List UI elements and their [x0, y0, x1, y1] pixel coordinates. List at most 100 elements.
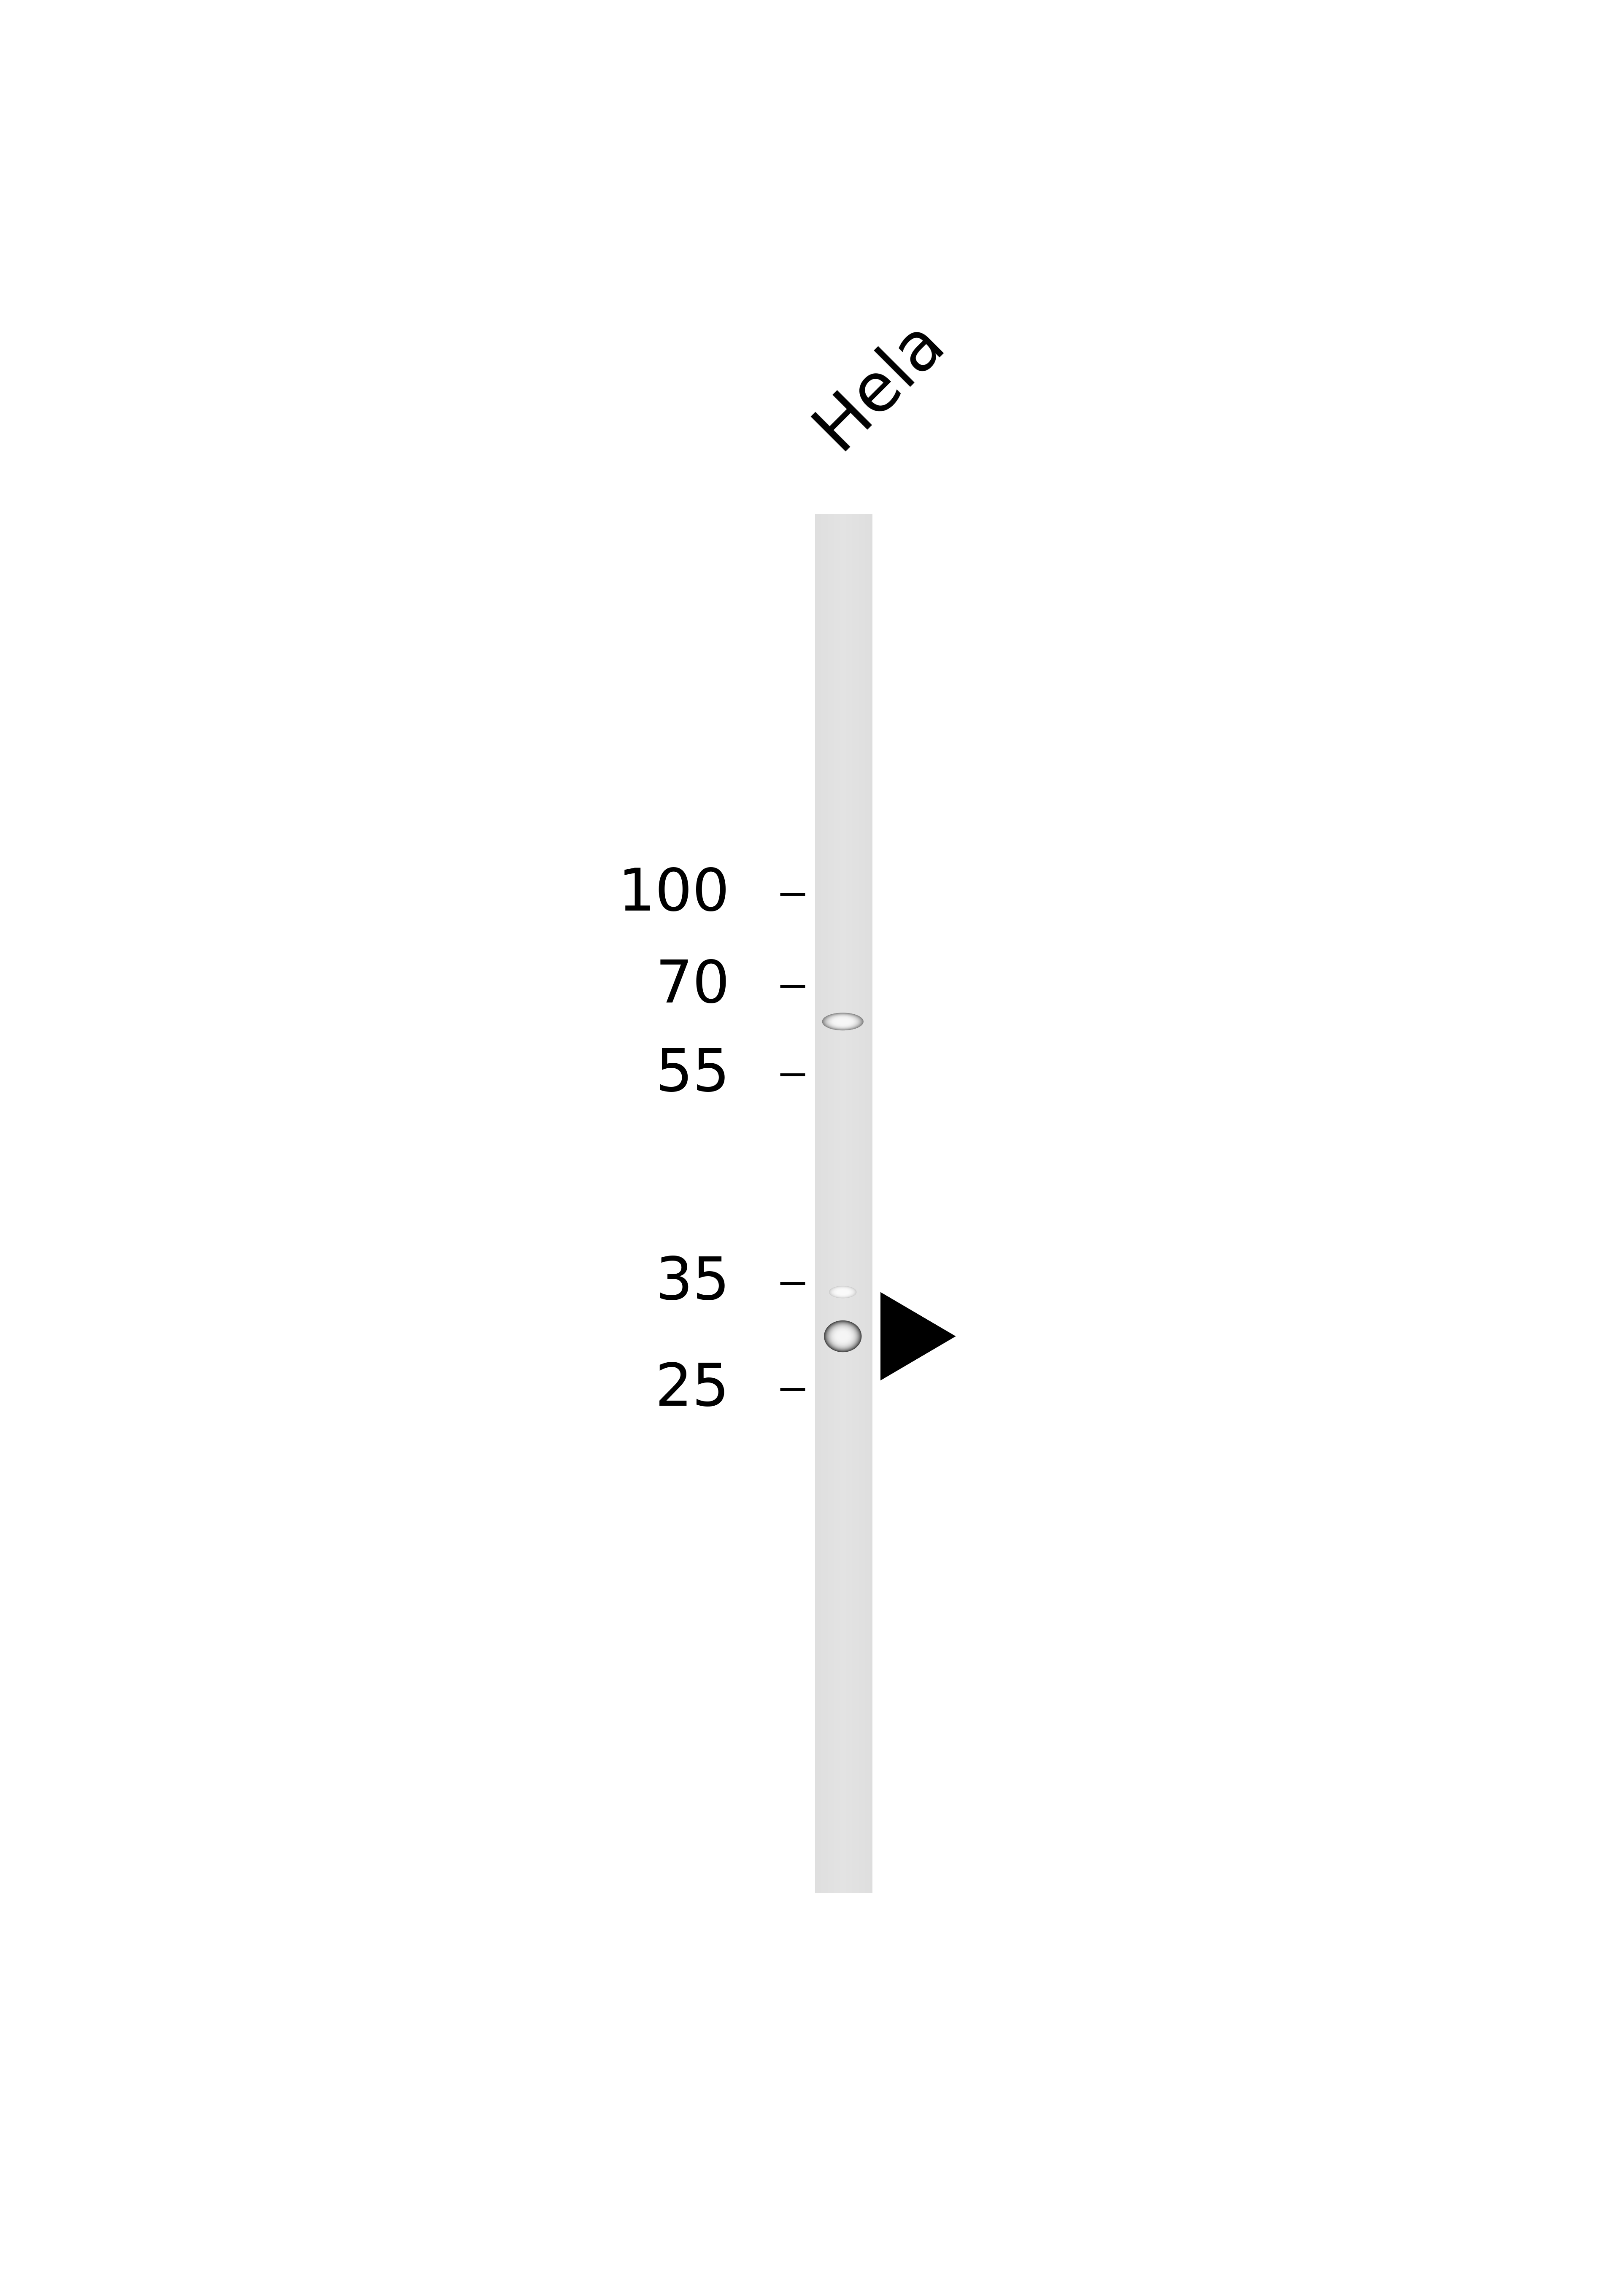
Bar — [842, 514, 844, 1894]
Ellipse shape — [833, 1327, 852, 1345]
Ellipse shape — [826, 1322, 859, 1350]
Ellipse shape — [839, 1290, 847, 1295]
Bar — [838, 514, 841, 1894]
Bar — [867, 514, 868, 1894]
Ellipse shape — [825, 1322, 860, 1350]
Bar — [846, 514, 847, 1894]
Ellipse shape — [834, 1288, 851, 1295]
Bar — [855, 514, 857, 1894]
Ellipse shape — [838, 1332, 847, 1341]
Ellipse shape — [828, 1322, 859, 1350]
Bar — [838, 514, 839, 1894]
Bar — [863, 514, 865, 1894]
Ellipse shape — [833, 1288, 854, 1297]
Ellipse shape — [826, 1015, 860, 1029]
Ellipse shape — [829, 1286, 855, 1297]
Bar — [859, 514, 860, 1894]
Bar — [823, 514, 826, 1894]
Ellipse shape — [839, 1290, 846, 1293]
Bar — [836, 514, 838, 1894]
Bar — [825, 514, 826, 1894]
Ellipse shape — [831, 1286, 855, 1297]
Ellipse shape — [836, 1288, 849, 1295]
Bar — [833, 514, 834, 1894]
Text: 25: 25 — [656, 1362, 729, 1417]
Ellipse shape — [826, 1015, 859, 1029]
Text: Hela: Hela — [804, 308, 957, 461]
Bar — [839, 514, 841, 1894]
Bar — [863, 514, 865, 1894]
Bar — [865, 514, 867, 1894]
Ellipse shape — [836, 1329, 850, 1343]
Bar — [850, 514, 852, 1894]
Bar — [828, 514, 829, 1894]
Ellipse shape — [829, 1015, 857, 1029]
Ellipse shape — [829, 1286, 857, 1297]
Text: 55: 55 — [654, 1047, 729, 1102]
Ellipse shape — [839, 1019, 847, 1024]
Bar — [870, 514, 873, 1894]
Ellipse shape — [834, 1017, 851, 1026]
Ellipse shape — [826, 1015, 859, 1029]
Ellipse shape — [831, 1288, 854, 1297]
Bar — [847, 514, 851, 1894]
Bar — [870, 514, 872, 1894]
Bar — [829, 514, 831, 1894]
Ellipse shape — [836, 1288, 850, 1295]
Ellipse shape — [834, 1288, 851, 1295]
Ellipse shape — [828, 1015, 857, 1029]
Bar — [846, 514, 847, 1894]
Ellipse shape — [836, 1288, 850, 1295]
Ellipse shape — [834, 1329, 851, 1343]
Bar — [868, 514, 872, 1894]
Bar — [833, 514, 836, 1894]
Bar — [849, 514, 850, 1894]
Bar — [862, 514, 863, 1894]
Bar — [828, 514, 829, 1894]
Ellipse shape — [826, 1015, 860, 1029]
Ellipse shape — [826, 1322, 860, 1350]
Ellipse shape — [831, 1325, 855, 1348]
Bar — [847, 514, 849, 1894]
Bar — [834, 514, 836, 1894]
Bar — [859, 514, 862, 1894]
Ellipse shape — [833, 1017, 852, 1026]
Ellipse shape — [831, 1286, 854, 1297]
Ellipse shape — [838, 1290, 849, 1295]
Bar — [854, 514, 857, 1894]
Ellipse shape — [829, 1286, 855, 1297]
Bar — [823, 514, 825, 1894]
Bar — [829, 514, 831, 1894]
Ellipse shape — [831, 1288, 854, 1297]
Bar — [816, 514, 818, 1894]
Ellipse shape — [829, 1325, 855, 1348]
Bar — [850, 514, 852, 1894]
Ellipse shape — [831, 1327, 854, 1345]
Bar — [857, 514, 859, 1894]
Ellipse shape — [833, 1017, 854, 1026]
Ellipse shape — [834, 1017, 852, 1026]
Ellipse shape — [829, 1325, 857, 1348]
Bar — [860, 514, 862, 1894]
Ellipse shape — [838, 1290, 847, 1295]
Ellipse shape — [836, 1019, 849, 1024]
Ellipse shape — [828, 1015, 859, 1029]
Ellipse shape — [828, 1015, 859, 1029]
Bar — [854, 514, 855, 1894]
Ellipse shape — [823, 1013, 862, 1031]
Ellipse shape — [826, 1322, 860, 1350]
Bar — [842, 514, 846, 1894]
Ellipse shape — [833, 1327, 854, 1345]
Bar — [862, 514, 863, 1894]
Ellipse shape — [829, 1286, 857, 1297]
Bar — [815, 514, 816, 1894]
Ellipse shape — [838, 1332, 849, 1341]
Ellipse shape — [825, 1320, 860, 1352]
Bar — [852, 514, 854, 1894]
Bar — [849, 514, 852, 1894]
Ellipse shape — [825, 1320, 862, 1352]
Bar — [825, 514, 826, 1894]
Ellipse shape — [834, 1329, 852, 1343]
Ellipse shape — [836, 1329, 849, 1343]
Bar — [834, 514, 836, 1894]
